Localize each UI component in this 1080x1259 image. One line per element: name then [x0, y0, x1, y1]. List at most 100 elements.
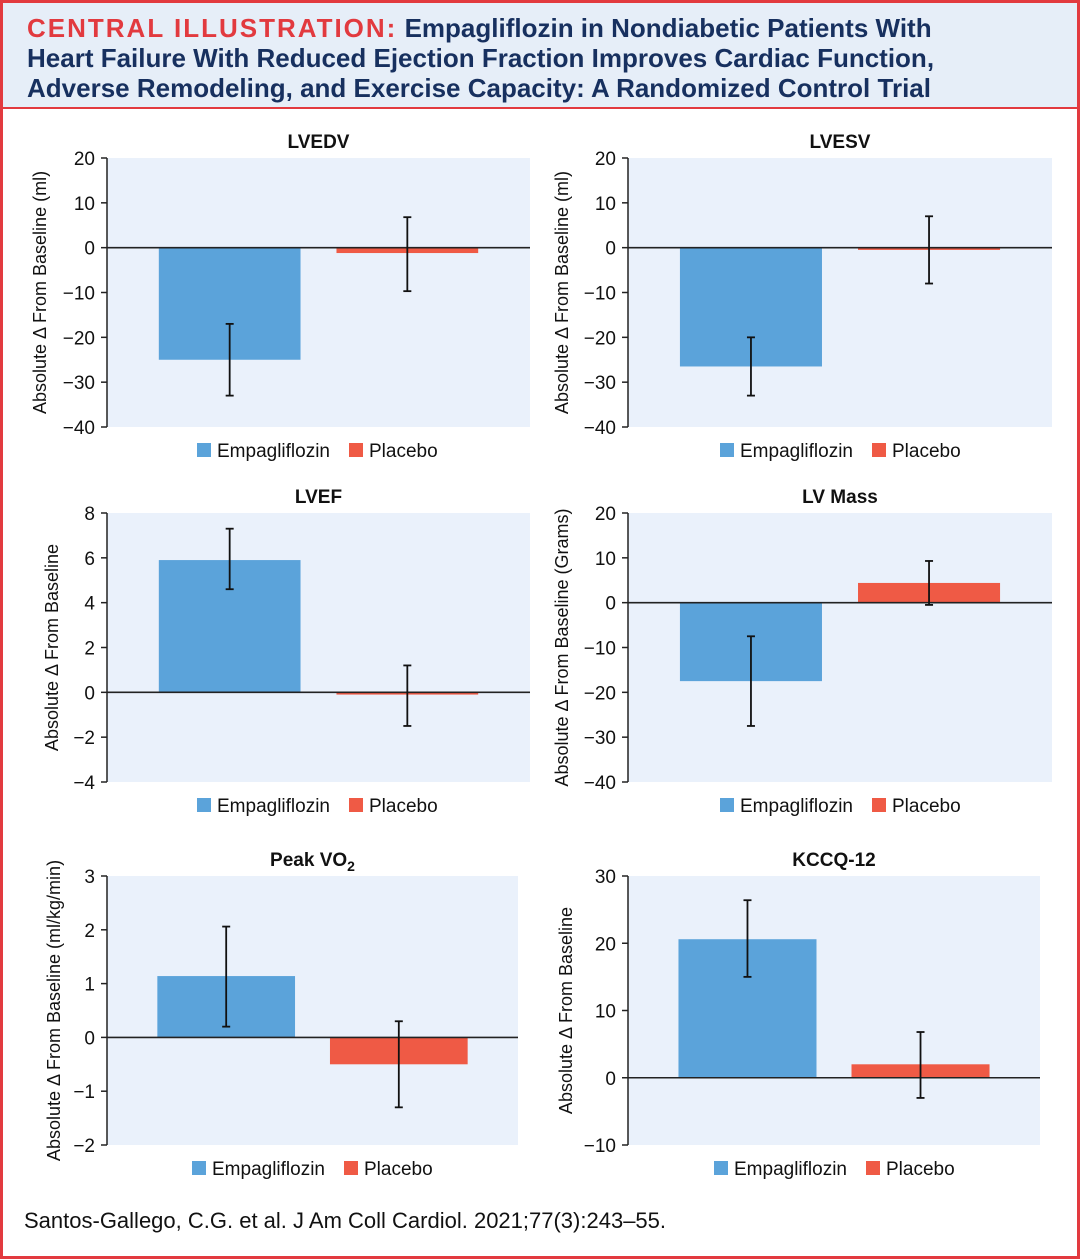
chart-panel-2: LVESV 20 10 0 −10 −20 −30 −40 Absolute Δ From Ba… [552, 132, 1052, 462]
chart-title: KCCQ-12 [792, 850, 875, 871]
legend-swatch-empagliflozin [192, 1161, 206, 1175]
y-axis-label: Absolute Δ From Baseline (Grams) [552, 508, 572, 786]
error-bar-placebo [403, 664, 412, 727]
error-bar-empagliflozin [746, 336, 755, 397]
legend-swatch-empagliflozin [714, 1161, 728, 1175]
chart-panel-4: LV Mass 20 10 0 −10 −20 −30 −40 Absolute Δ From … [552, 487, 1052, 817]
y-tick-label: −1 [73, 1082, 95, 1103]
y-tick-label: −4 [73, 773, 95, 794]
y-tick-label: 0 [605, 1069, 616, 1090]
chart-legend: Empagliflozin Placebo [714, 1159, 955, 1180]
y-tick-label: −30 [584, 373, 616, 394]
y-tick-label: 0 [605, 594, 616, 615]
legend-swatch-placebo [344, 1161, 358, 1175]
error-bar-placebo [403, 216, 412, 293]
header-title-text: Empagliflozin in Nondiabetic Patients Wi… [404, 13, 932, 43]
legend-label-placebo: Placebo [886, 1159, 955, 1180]
y-tick-label: 3 [84, 867, 95, 888]
legend-swatch-empagliflozin [720, 798, 734, 812]
y-axis-label: Absolute Δ From Baseline [42, 544, 62, 751]
y-tick-label: 0 [605, 239, 616, 260]
chart-title: LVEDV [288, 132, 350, 153]
legend-label-empagliflozin: Empagliflozin [740, 796, 853, 817]
error-bar-placebo [925, 560, 934, 606]
chart-legend: Empagliflozin Placebo [197, 441, 438, 462]
header-label: CENTRAL ILLUSTRATION: [27, 13, 398, 43]
error-bar-empagliflozin [225, 322, 234, 397]
legend-label-empagliflozin: Empagliflozin [740, 441, 853, 462]
legend-swatch-placebo [349, 798, 363, 812]
legend-label-placebo: Placebo [892, 796, 961, 817]
legend-swatch-placebo [866, 1161, 880, 1175]
y-tick-label: −40 [584, 773, 616, 794]
legend-label-placebo: Placebo [364, 1159, 433, 1180]
error-bar-placebo [394, 1020, 403, 1109]
chart-title: LVEF [295, 487, 342, 508]
y-tick-label: 2 [84, 921, 95, 942]
error-bar-empagliflozin [222, 925, 231, 1028]
legend-label-empagliflozin: Empagliflozin [217, 441, 330, 462]
y-tick-label: 30 [595, 867, 616, 888]
y-tick-label: 20 [595, 149, 616, 170]
y-tick-label: 0 [84, 1028, 95, 1049]
legend-swatch-empagliflozin [720, 443, 734, 457]
legend-label-placebo: Placebo [369, 441, 438, 462]
header-title-line-1: CENTRAL ILLUSTRATION: Empagliflozin in N… [27, 13, 1077, 43]
y-tick-label: −40 [63, 418, 95, 439]
y-tick-label: −2 [73, 728, 95, 749]
y-tick-label: −40 [584, 418, 616, 439]
legend-label-placebo: Placebo [892, 441, 961, 462]
chart-legend: Empagliflozin Placebo [720, 796, 961, 817]
y-tick-label: −30 [584, 728, 616, 749]
legend-label-empagliflozin: Empagliflozin [217, 796, 330, 817]
y-tick-label: −10 [584, 639, 616, 660]
y-tick-label: 10 [595, 549, 616, 570]
y-axis-label: Absolute Δ From Baseline (ml/kg/min) [44, 860, 64, 1161]
legend-swatch-placebo [872, 443, 886, 457]
header-title-line-2: Heart Failure With Reduced Ejection Frac… [27, 43, 935, 73]
chart-legend: Empagliflozin Placebo [197, 796, 438, 817]
y-tick-label: −10 [584, 284, 616, 305]
chart-title: LV Mass [802, 487, 878, 508]
y-tick-label: 8 [84, 504, 95, 525]
y-tick-label: 20 [595, 934, 616, 955]
y-axis-label: Absolute Δ From Baseline (ml) [552, 171, 572, 414]
y-tick-label: −2 [73, 1136, 95, 1157]
y-tick-label: 20 [595, 504, 616, 525]
citation: Santos-Gallego, C.G. et al. J Am Coll Ca… [24, 1208, 667, 1233]
y-tick-label: 4 [84, 594, 95, 615]
legend-label-empagliflozin: Empagliflozin [212, 1159, 325, 1180]
y-tick-label: −20 [63, 328, 95, 349]
y-tick-label: 20 [74, 149, 95, 170]
legend-swatch-empagliflozin [197, 798, 211, 812]
y-tick-label: −20 [584, 683, 616, 704]
legend-label-empagliflozin: Empagliflozin [734, 1159, 847, 1180]
legend-label-placebo: Placebo [369, 796, 438, 817]
header-title-line-3: Adverse Remodeling, and Exercise Capacit… [27, 73, 931, 103]
error-bar-empagliflozin [746, 635, 755, 727]
y-tick-label: 2 [84, 639, 95, 660]
header-banner: CENTRAL ILLUSTRATION: Empagliflozin in N… [3, 3, 1077, 109]
y-tick-label: 0 [84, 683, 95, 704]
legend-swatch-placebo [872, 798, 886, 812]
legend-swatch-placebo [349, 443, 363, 457]
y-tick-label: 0 [84, 239, 95, 260]
y-tick-label: −10 [584, 1136, 616, 1157]
legend-swatch-empagliflozin [197, 443, 211, 457]
y-tick-label: 10 [595, 194, 616, 215]
y-axis-label: Absolute Δ From Baseline [556, 907, 576, 1114]
y-tick-label: 10 [595, 1002, 616, 1023]
chart-title: Peak VO2 [270, 850, 355, 874]
error-bar-empagliflozin [743, 899, 752, 978]
chart-panel-6: KCCQ-12 30 20 10 0 −10 Absolute Δ From Baselin… [556, 850, 1040, 1180]
chart-panel-3: LVEF 8 6 4 2 0 −2 −4 Absolute Δ From Baseline Emp… [42, 487, 530, 817]
y-tick-label: −20 [584, 328, 616, 349]
chart-legend: Empagliflozin Placebo [720, 441, 961, 462]
y-tick-label: −10 [63, 284, 95, 305]
y-tick-label: 1 [84, 975, 95, 996]
y-tick-label: 10 [74, 194, 95, 215]
chart-title-subscript: 2 [347, 858, 355, 874]
error-bar-placebo [916, 1031, 925, 1099]
chart-panel-1: LVEDV 20 10 0 −10 −20 −30 −40 Absolute Δ From Ba… [30, 132, 530, 462]
